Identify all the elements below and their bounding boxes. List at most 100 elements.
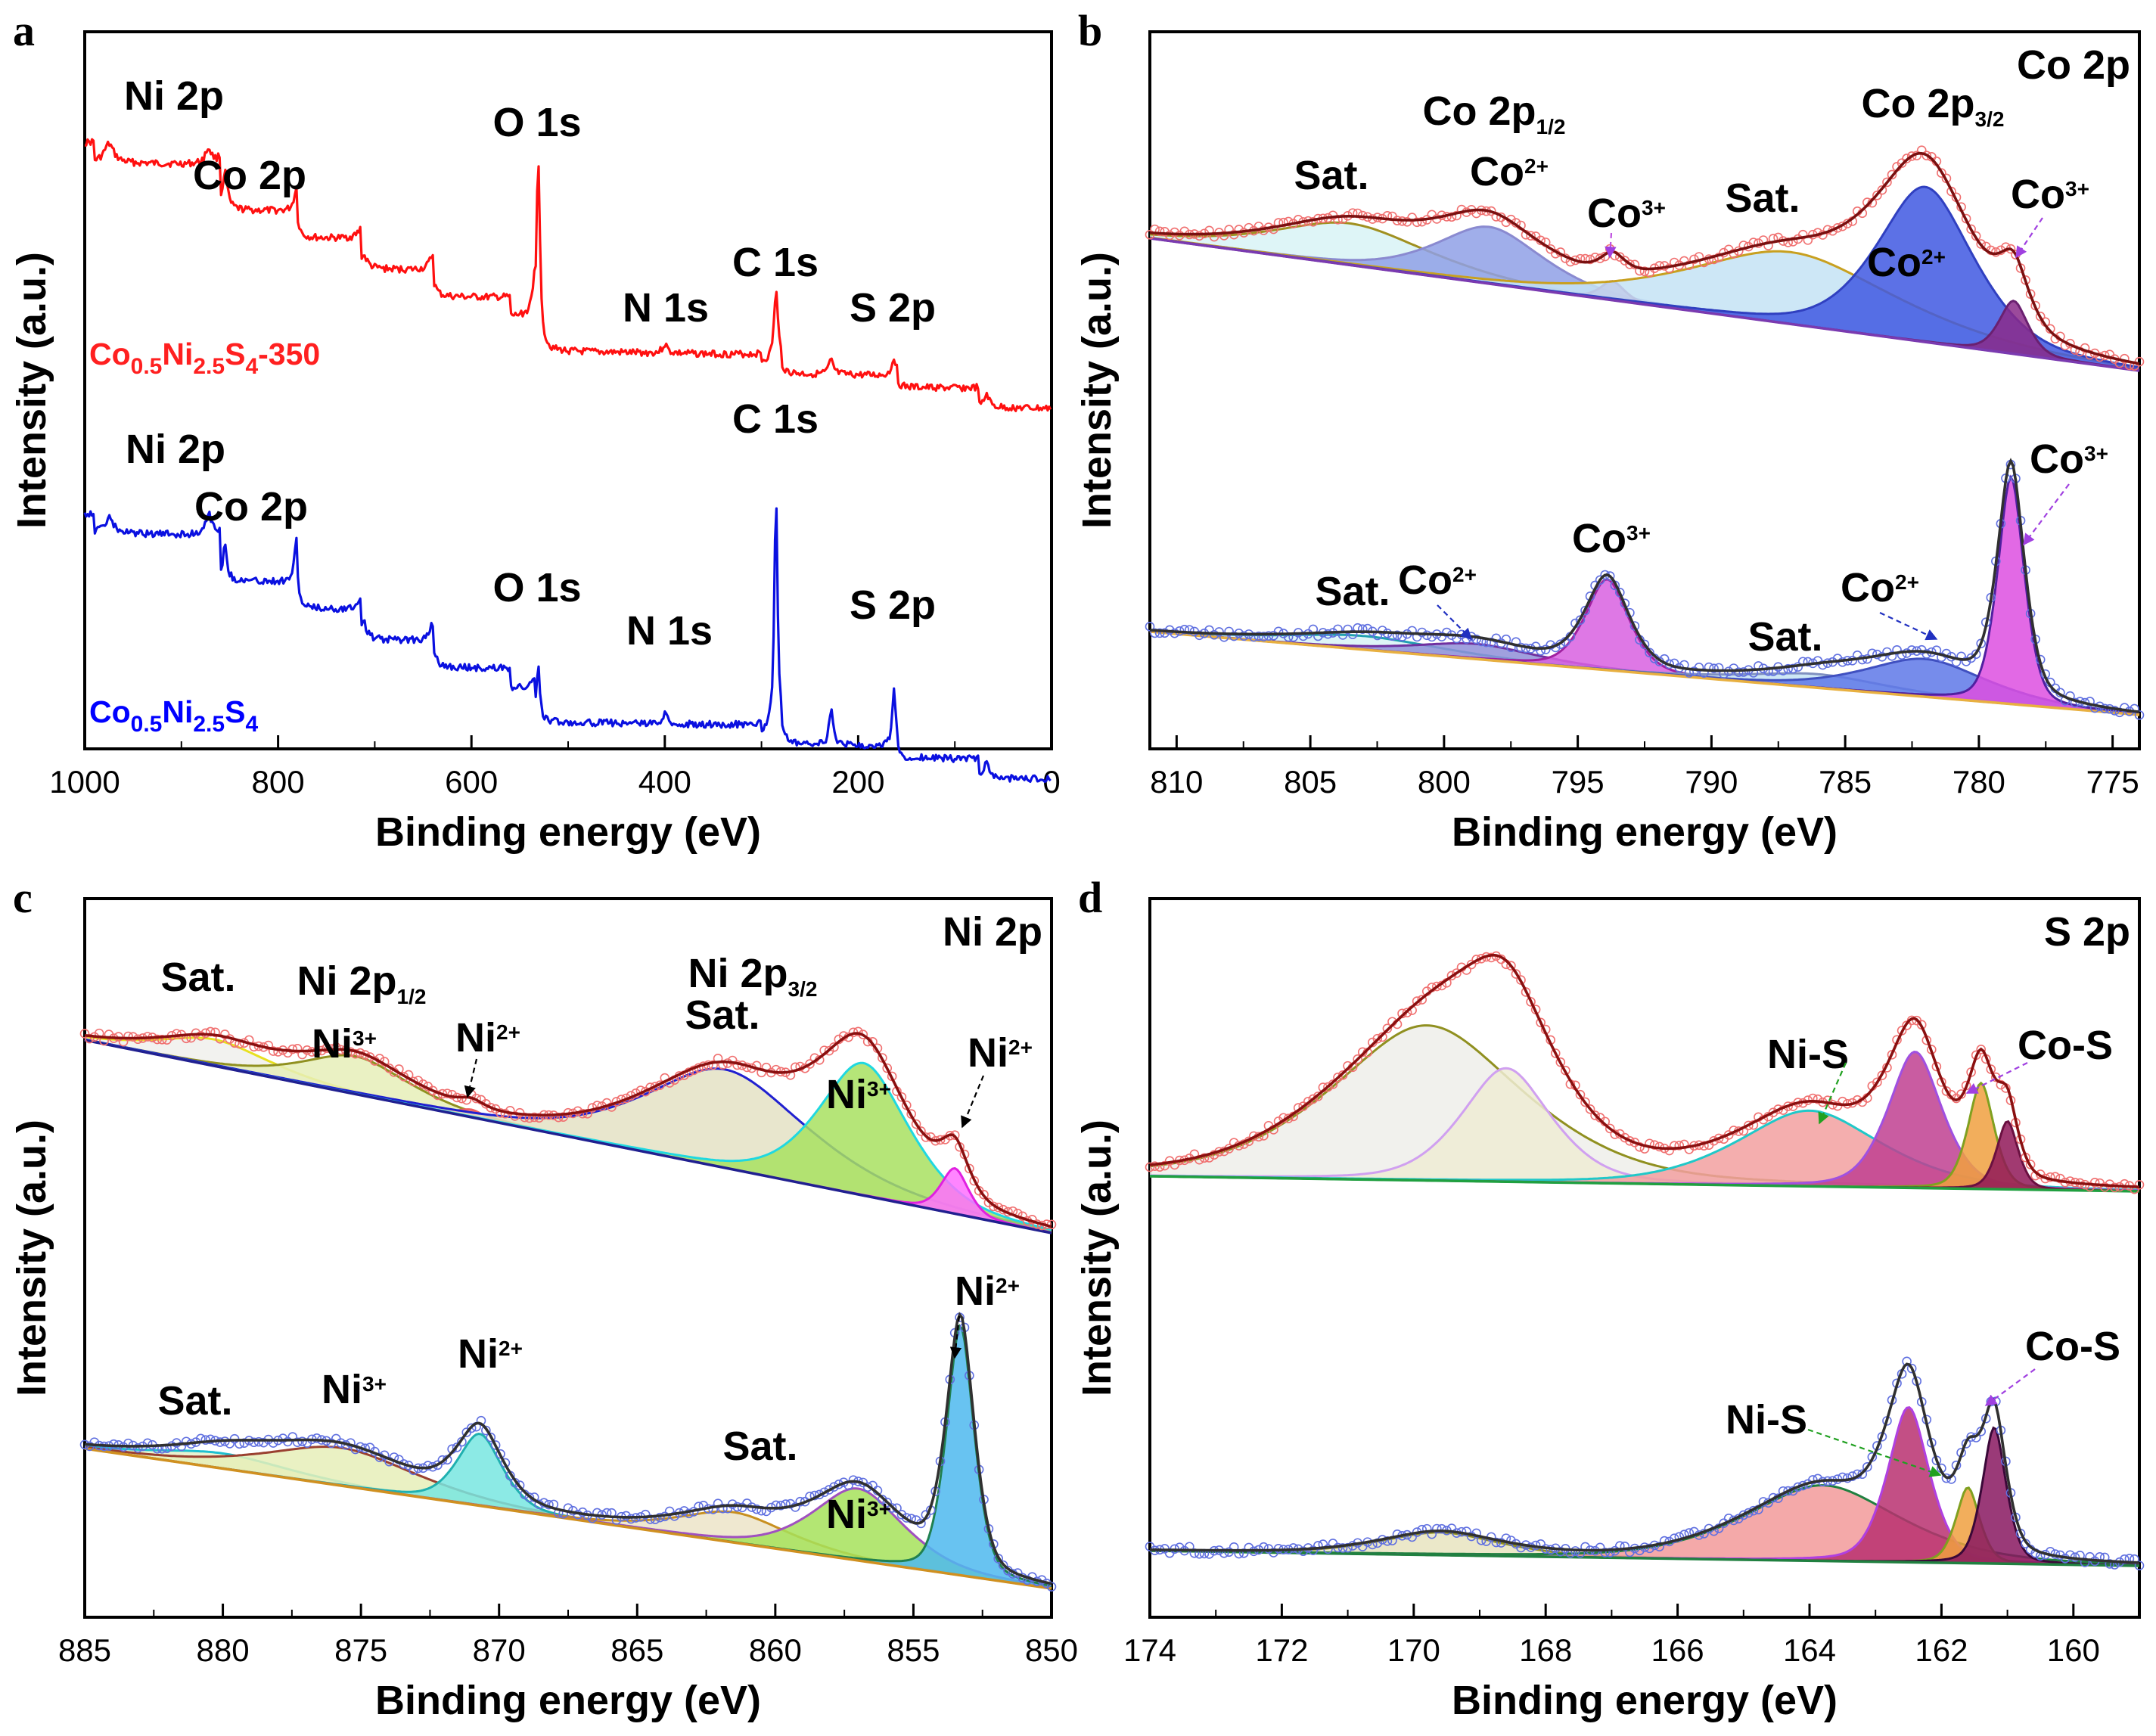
x-tick-label: 162 [1915,1632,1968,1668]
x-axis-title: Binding energy (eV) [1452,809,1838,855]
data-point [176,1441,187,1452]
data-point [1486,952,1496,963]
data-point [1170,628,1179,638]
data-point [1476,953,1487,964]
data-point [1471,634,1481,644]
data-point [196,1031,206,1041]
x-axis-title: Binding energy (eV) [375,1678,761,1723]
data-point [312,1433,322,1443]
fit-component-area [1150,1025,2139,1191]
peak-label: Ni2+ [968,1030,1033,1076]
data-point [253,1436,264,1447]
data-point [249,1437,259,1448]
x-tick-label: 785 [1819,764,1872,800]
data-point [1427,632,1437,642]
x-tick-label: 166 [1651,1632,1704,1668]
label-arrow [1807,1428,1942,1477]
peak-label: Co2+ [1398,557,1477,603]
data-point [1219,231,1229,241]
data-point [785,1498,796,1509]
data-point [1713,1133,1724,1144]
data-point [1303,1096,1313,1107]
background-line [84,1447,1052,1590]
data-point [1407,626,1417,636]
data-point [1605,1548,1615,1557]
data-point [645,1514,655,1524]
background-line [1149,237,2140,372]
data-point [911,1119,921,1129]
data-point [181,1436,191,1447]
data-point [1298,1546,1309,1557]
data-point [1590,1110,1600,1120]
data-point [1160,628,1170,638]
data-point [1605,1123,1615,1134]
data-point [452,1443,462,1452]
data-point [1471,1528,1481,1539]
data-point [1402,1008,1412,1017]
panel-d: 174 172 170 168 166 164 162 160 Binding energy (… [1074,873,2145,1723]
data-point [534,1113,544,1123]
data-point [200,1435,211,1445]
data-point [965,1163,974,1174]
data-point [2089,1177,2100,1188]
panel-label: c [13,873,33,922]
label-arrow [1818,1062,1847,1125]
label-arrow [2015,217,2043,259]
fit-envelope-line [84,1032,1052,1228]
data-point [263,1040,274,1051]
data-point [882,1497,893,1508]
data-point [1378,1032,1387,1042]
data-point [1526,231,1536,241]
data-point [2120,1179,2130,1189]
panel-b: 810 805 800 795 790 785 780 775 Binding energy (… [1074,6,2145,855]
data-point [1407,213,1417,222]
data-point [1906,151,1917,161]
orbital-label: Ni 2p1/2 [297,958,427,1008]
data-point [268,1046,278,1056]
label-arrow [1879,612,1938,641]
y-axis-title: Intensity (a.u.) [1074,252,1120,529]
data-point [824,1485,834,1495]
orbital-label: Ni 2p3/2 [688,951,818,1001]
data-point [1417,995,1427,1005]
data-point [2134,1179,2145,1190]
data-point [1446,212,1457,222]
data-point [1872,1077,1882,1088]
data-point [109,1439,119,1449]
label-arrow [464,1058,478,1098]
data-point [1595,1542,1605,1553]
data-point [1417,1524,1427,1535]
data-point [1654,261,1664,271]
data-point [1600,1548,1610,1557]
data-point [853,1026,863,1037]
peak-label: Co 2p [194,484,308,529]
data-point [273,1047,283,1057]
data-point [1442,627,1452,638]
x-tick-label: 170 [1387,1632,1440,1668]
data-point [1976,1045,1987,1054]
data-point [259,1437,269,1448]
data-point [1961,657,1971,666]
x-tick-label: 600 [445,764,498,800]
peak-label: Sat. [1294,153,1368,198]
data-point [1491,633,1502,644]
data-point [268,1438,278,1448]
data-point [1976,239,1987,249]
x-tick-label: 795 [1552,764,1605,800]
data-point [524,1492,535,1502]
peak-label: Sat. [1747,614,1822,660]
background-line [1149,1549,2140,1567]
data-point [514,1480,525,1490]
data-point [1273,626,1284,637]
data-point [1199,1153,1210,1163]
data-point [1555,1057,1566,1067]
data-point [1452,968,1462,978]
x-tick-label: 790 [1685,764,1738,800]
data-point [1674,1532,1685,1542]
data-point [210,1027,220,1038]
panel-title: Ni 2p [943,909,1042,955]
data-point [1887,651,1897,661]
data-point [1639,266,1650,277]
data-point [466,1423,477,1433]
